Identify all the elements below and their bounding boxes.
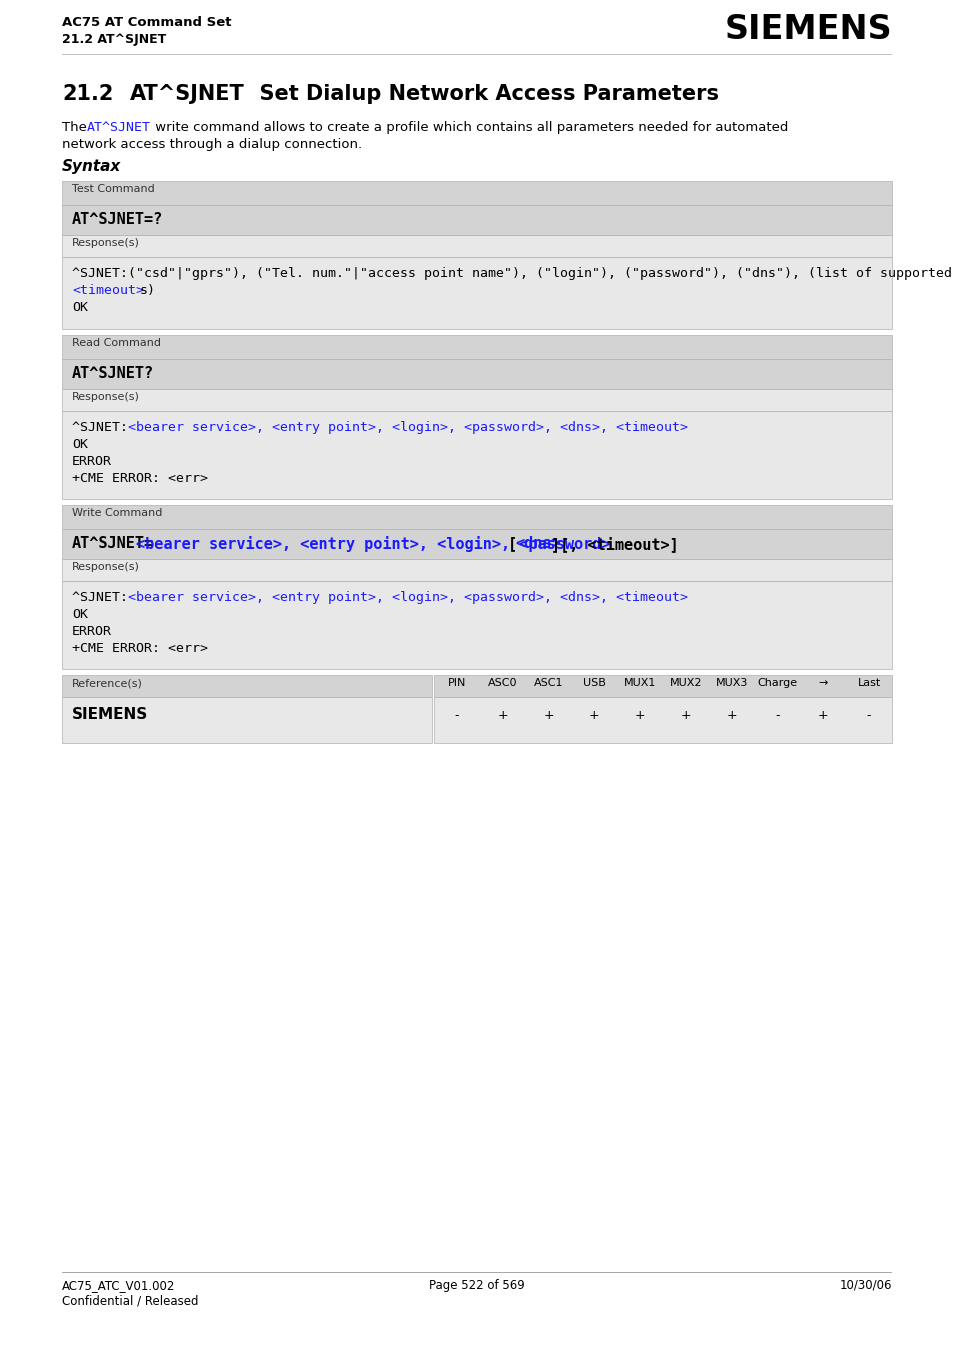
Text: AT^SJNET: AT^SJNET <box>87 122 151 134</box>
Bar <box>62 335 891 359</box>
Text: Set Dialup Network Access Parameters: Set Dialup Network Access Parameters <box>245 84 719 104</box>
Text: AT^SJNET=?: AT^SJNET=? <box>71 212 163 227</box>
Text: s): s) <box>140 284 156 297</box>
Text: MUX2: MUX2 <box>669 678 701 688</box>
Text: +: + <box>725 709 737 721</box>
Text: [: [ <box>508 536 517 551</box>
Text: MUX1: MUX1 <box>623 678 656 688</box>
Bar <box>62 389 891 411</box>
Text: AT^SJNET?: AT^SJNET? <box>71 366 154 381</box>
Text: Last: Last <box>857 678 880 688</box>
Text: Write Command: Write Command <box>71 508 162 517</box>
Text: +: + <box>588 709 599 721</box>
Text: ERROR: ERROR <box>71 626 112 638</box>
Bar <box>62 559 891 581</box>
Text: PIN: PIN <box>447 678 466 688</box>
Text: Read Command: Read Command <box>71 338 161 349</box>
Text: 21.2 AT^SJNET: 21.2 AT^SJNET <box>62 32 166 46</box>
Text: +CME ERROR: <err>: +CME ERROR: <err> <box>71 471 208 485</box>
Bar <box>62 235 891 257</box>
Text: +: + <box>542 709 554 721</box>
Text: Reference(s): Reference(s) <box>71 678 143 688</box>
Text: AT^SJNET=: AT^SJNET= <box>71 536 154 551</box>
Text: -: - <box>455 709 458 721</box>
Text: network access through a dialup connection.: network access through a dialup connecti… <box>62 138 362 151</box>
Text: Confidential / Released: Confidential / Released <box>62 1294 198 1306</box>
Text: OK: OK <box>71 301 88 313</box>
Text: Response(s): Response(s) <box>71 238 140 249</box>
Text: Syntax: Syntax <box>62 159 121 174</box>
Text: +: + <box>634 709 645 721</box>
Text: <bearer service>, <entry point>, <login>, <password>, <dns>, <timeout>: <bearer service>, <entry point>, <login>… <box>128 590 687 604</box>
Bar <box>62 359 891 389</box>
Text: 21.2: 21.2 <box>62 84 113 104</box>
Bar <box>434 697 891 743</box>
Bar <box>62 676 432 697</box>
Bar <box>434 676 891 697</box>
Text: SIEMENS: SIEMENS <box>723 14 891 46</box>
Bar <box>62 530 891 559</box>
Text: AT^SJNET: AT^SJNET <box>130 84 245 104</box>
Text: ERROR: ERROR <box>71 455 112 467</box>
Text: +: + <box>497 709 508 721</box>
Text: ASC0: ASC0 <box>487 678 517 688</box>
Text: AC75 AT Command Set: AC75 AT Command Set <box>62 16 232 28</box>
Text: ][, <timeout>]: ][, <timeout>] <box>551 536 679 551</box>
Text: -: - <box>775 709 779 721</box>
Bar <box>62 505 891 530</box>
Bar <box>62 581 891 669</box>
Text: USB: USB <box>582 678 605 688</box>
Bar <box>62 181 891 205</box>
Text: Test Command: Test Command <box>71 184 154 195</box>
Text: +CME ERROR: <err>: +CME ERROR: <err> <box>71 642 208 655</box>
Text: OK: OK <box>71 438 88 451</box>
Text: ^SJNET:: ^SJNET: <box>71 590 136 604</box>
Text: The: The <box>62 122 91 134</box>
Text: ASC1: ASC1 <box>533 678 562 688</box>
Text: MUX3: MUX3 <box>715 678 747 688</box>
Text: write command allows to create a profile which contains all parameters needed fo: write command allows to create a profile… <box>151 122 787 134</box>
Text: 10/30/06: 10/30/06 <box>839 1279 891 1292</box>
Text: Page 522 of 569: Page 522 of 569 <box>429 1279 524 1292</box>
Bar <box>62 54 891 55</box>
Text: ^SJNET:("csd"|"gprs"), ("Tel. num."|"access point name"), ("login"), ("password": ^SJNET:("csd"|"gprs"), ("Tel. num."|"acc… <box>71 267 951 280</box>
Text: →: → <box>818 678 827 688</box>
Text: ^SJNET:: ^SJNET: <box>71 422 136 434</box>
Text: AC75_ATC_V01.002: AC75_ATC_V01.002 <box>62 1279 175 1292</box>
Text: -: - <box>866 709 870 721</box>
Bar <box>62 205 891 235</box>
Text: <bearer service>, <entry point>, <login>, <password>: <bearer service>, <entry point>, <login>… <box>136 536 610 553</box>
Text: <timeout>: <timeout> <box>71 284 144 297</box>
Text: <dns>: <dns> <box>515 536 560 551</box>
Text: SIEMENS: SIEMENS <box>71 707 148 721</box>
Bar <box>62 697 432 743</box>
Text: Response(s): Response(s) <box>71 562 140 571</box>
Text: OK: OK <box>71 608 88 621</box>
Text: Response(s): Response(s) <box>71 392 140 403</box>
Bar <box>62 411 891 499</box>
Bar <box>62 257 891 330</box>
Text: +: + <box>679 709 691 721</box>
Text: <bearer service>, <entry point>, <login>, <password>, <dns>, <timeout>: <bearer service>, <entry point>, <login>… <box>128 422 687 434</box>
Text: +: + <box>817 709 828 721</box>
Text: Charge: Charge <box>757 678 797 688</box>
